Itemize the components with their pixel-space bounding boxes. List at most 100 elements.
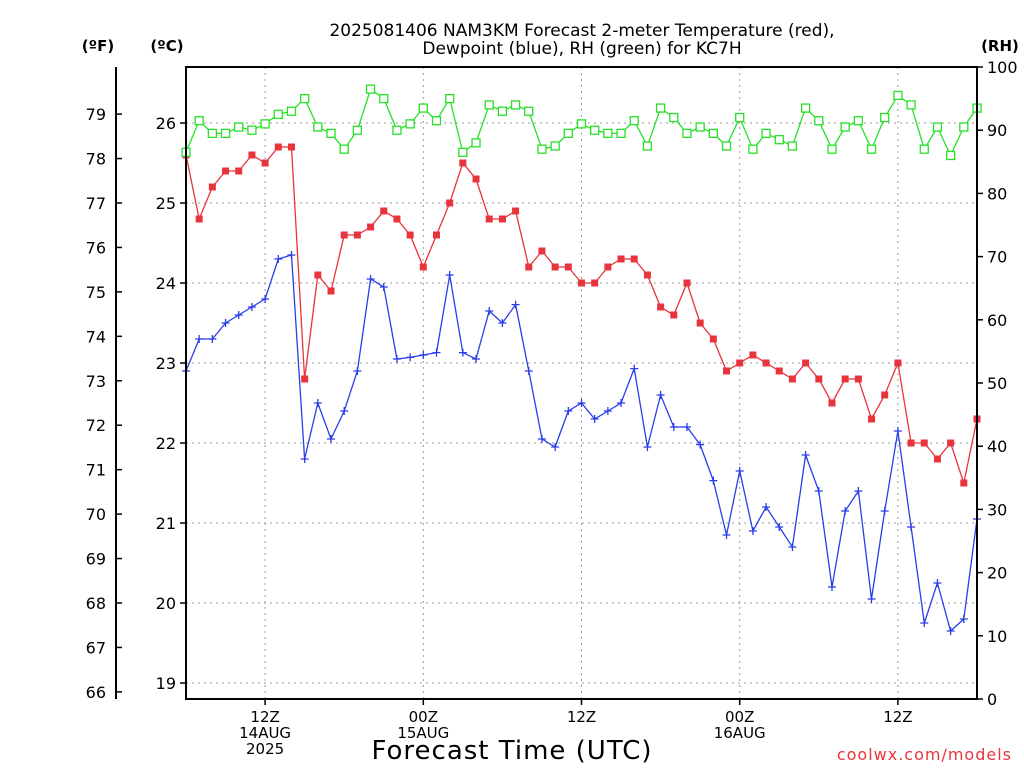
rh-point: [524, 106, 534, 116]
rh-point: [563, 128, 573, 139]
temperature-point: [630, 255, 638, 263]
temperature-point: [947, 439, 955, 447]
rh-point: [431, 116, 442, 126]
rh-point: [260, 119, 270, 129]
fahrenheit-tick-label: 75: [86, 283, 106, 302]
rh-point: [458, 147, 468, 157]
rh-tick-label: 60: [987, 311, 1007, 330]
time-tick-label: 15AUG: [397, 724, 449, 742]
rh-point: [379, 93, 389, 104]
dewpoint-point: [788, 543, 797, 551]
chart-title-line-1: 2025081406 NAM3KM Forecast 2-meter Tempe…: [329, 21, 834, 41]
dewpoint-point: [669, 423, 678, 431]
rh-point: [286, 106, 297, 116]
dewpoint-point: [524, 367, 533, 375]
fahrenheit-tick-label: 67: [86, 638, 106, 657]
dewpoint-point: [590, 415, 599, 423]
temperature-point: [643, 271, 651, 279]
rh-point: [814, 116, 824, 126]
temperature-point: [696, 319, 704, 327]
celsius-tick-label: 19: [156, 674, 176, 693]
temperature-point: [762, 359, 770, 367]
temperature-point: [485, 215, 493, 223]
fahrenheit-tick-label: 78: [86, 150, 106, 169]
dewpoint-point: [485, 307, 494, 315]
rh-point: [748, 144, 758, 154]
temperature-point: [723, 367, 731, 375]
rh-point: [207, 128, 218, 139]
dewpoint-point: [406, 353, 415, 362]
celsius-axis: 19 20 21 22 23 24 25 26: [156, 114, 186, 693]
dewpoint-point: [617, 399, 626, 407]
dewpoint-point: [195, 335, 204, 343]
dewpoint-point: [762, 503, 771, 511]
rh-point: [326, 128, 336, 139]
rh-point: [695, 122, 705, 132]
temperature-point: [380, 207, 388, 215]
fahrenheit-axis-label: (ºF): [82, 37, 114, 55]
dewpoint-point: [551, 443, 560, 451]
dewpoint-point: [748, 527, 757, 535]
dewpoint-point: [709, 476, 718, 485]
rh-point: [959, 122, 969, 132]
dewpoint-point: [893, 427, 902, 435]
chart-title-line-2: Dewpoint (blue), RH (green) for KC7H: [422, 39, 741, 59]
rh-tick-label: 50: [987, 374, 1007, 393]
rh-point: [642, 141, 653, 151]
temperature-point: [868, 415, 876, 423]
rh-axis: 0 10 20 30 40 50 60 70 80 90 100: [977, 58, 1018, 709]
series-temperature: [182, 143, 981, 487]
celsius-tick-label: 24: [156, 274, 176, 293]
rh-point: [273, 109, 283, 120]
temperature-point: [788, 375, 796, 383]
rh-tick-label: 70: [987, 248, 1007, 267]
temperature-point: [512, 207, 520, 215]
rh-point: [774, 135, 784, 145]
dewpoint-point: [379, 283, 388, 291]
rh-point: [590, 125, 600, 135]
temperature-point: [920, 439, 928, 447]
dewpoint-point: [907, 523, 916, 531]
rh-point: [445, 93, 455, 104]
rh-point: [484, 100, 494, 110]
fahrenheit-tick-label: 68: [86, 594, 106, 613]
rh-point: [299, 93, 310, 104]
temperature-point: [235, 167, 243, 175]
temperature-point: [591, 279, 599, 287]
dewpoint-point: [537, 435, 546, 443]
dewpoint-point: [854, 487, 863, 495]
temperature-point: [432, 231, 440, 239]
x-axis-title: Forecast Time (UTC): [371, 736, 652, 766]
temperature-point: [736, 359, 744, 367]
rh-point: [840, 122, 850, 132]
rh-tick-label: 30: [987, 500, 1007, 519]
dewpoint-point: [208, 335, 217, 343]
dewpoint-point: [498, 319, 507, 327]
rh-point: [800, 103, 811, 113]
dewpoint-point: [867, 595, 876, 603]
temperature-point: [709, 335, 717, 343]
temperature-point: [446, 199, 454, 207]
rh-point: [682, 128, 692, 139]
rh-point: [510, 100, 521, 110]
rh-point: [339, 144, 349, 154]
temperature-point: [828, 399, 836, 407]
dewpoint-point: [511, 300, 520, 309]
dewpoint-point: [775, 523, 784, 531]
dewpoint-point: [577, 399, 586, 407]
rh-point: [497, 106, 508, 116]
dewpoint-point: [366, 275, 375, 283]
time-tick-label: 16AUG: [714, 724, 766, 742]
temperature-point: [578, 279, 585, 287]
temperature-point: [551, 263, 559, 271]
dewpoint-point: [682, 423, 691, 431]
temperature-point: [287, 143, 295, 151]
fahrenheit-tick-label: 79: [86, 105, 106, 124]
dewpoint-point: [814, 487, 823, 495]
temperature-point: [775, 367, 783, 375]
fahrenheit-tick-label: 69: [86, 550, 106, 569]
rh-point: [932, 122, 943, 132]
credit-text: coolwx.com/models: [837, 745, 1012, 764]
dewpoint-point: [564, 407, 573, 415]
